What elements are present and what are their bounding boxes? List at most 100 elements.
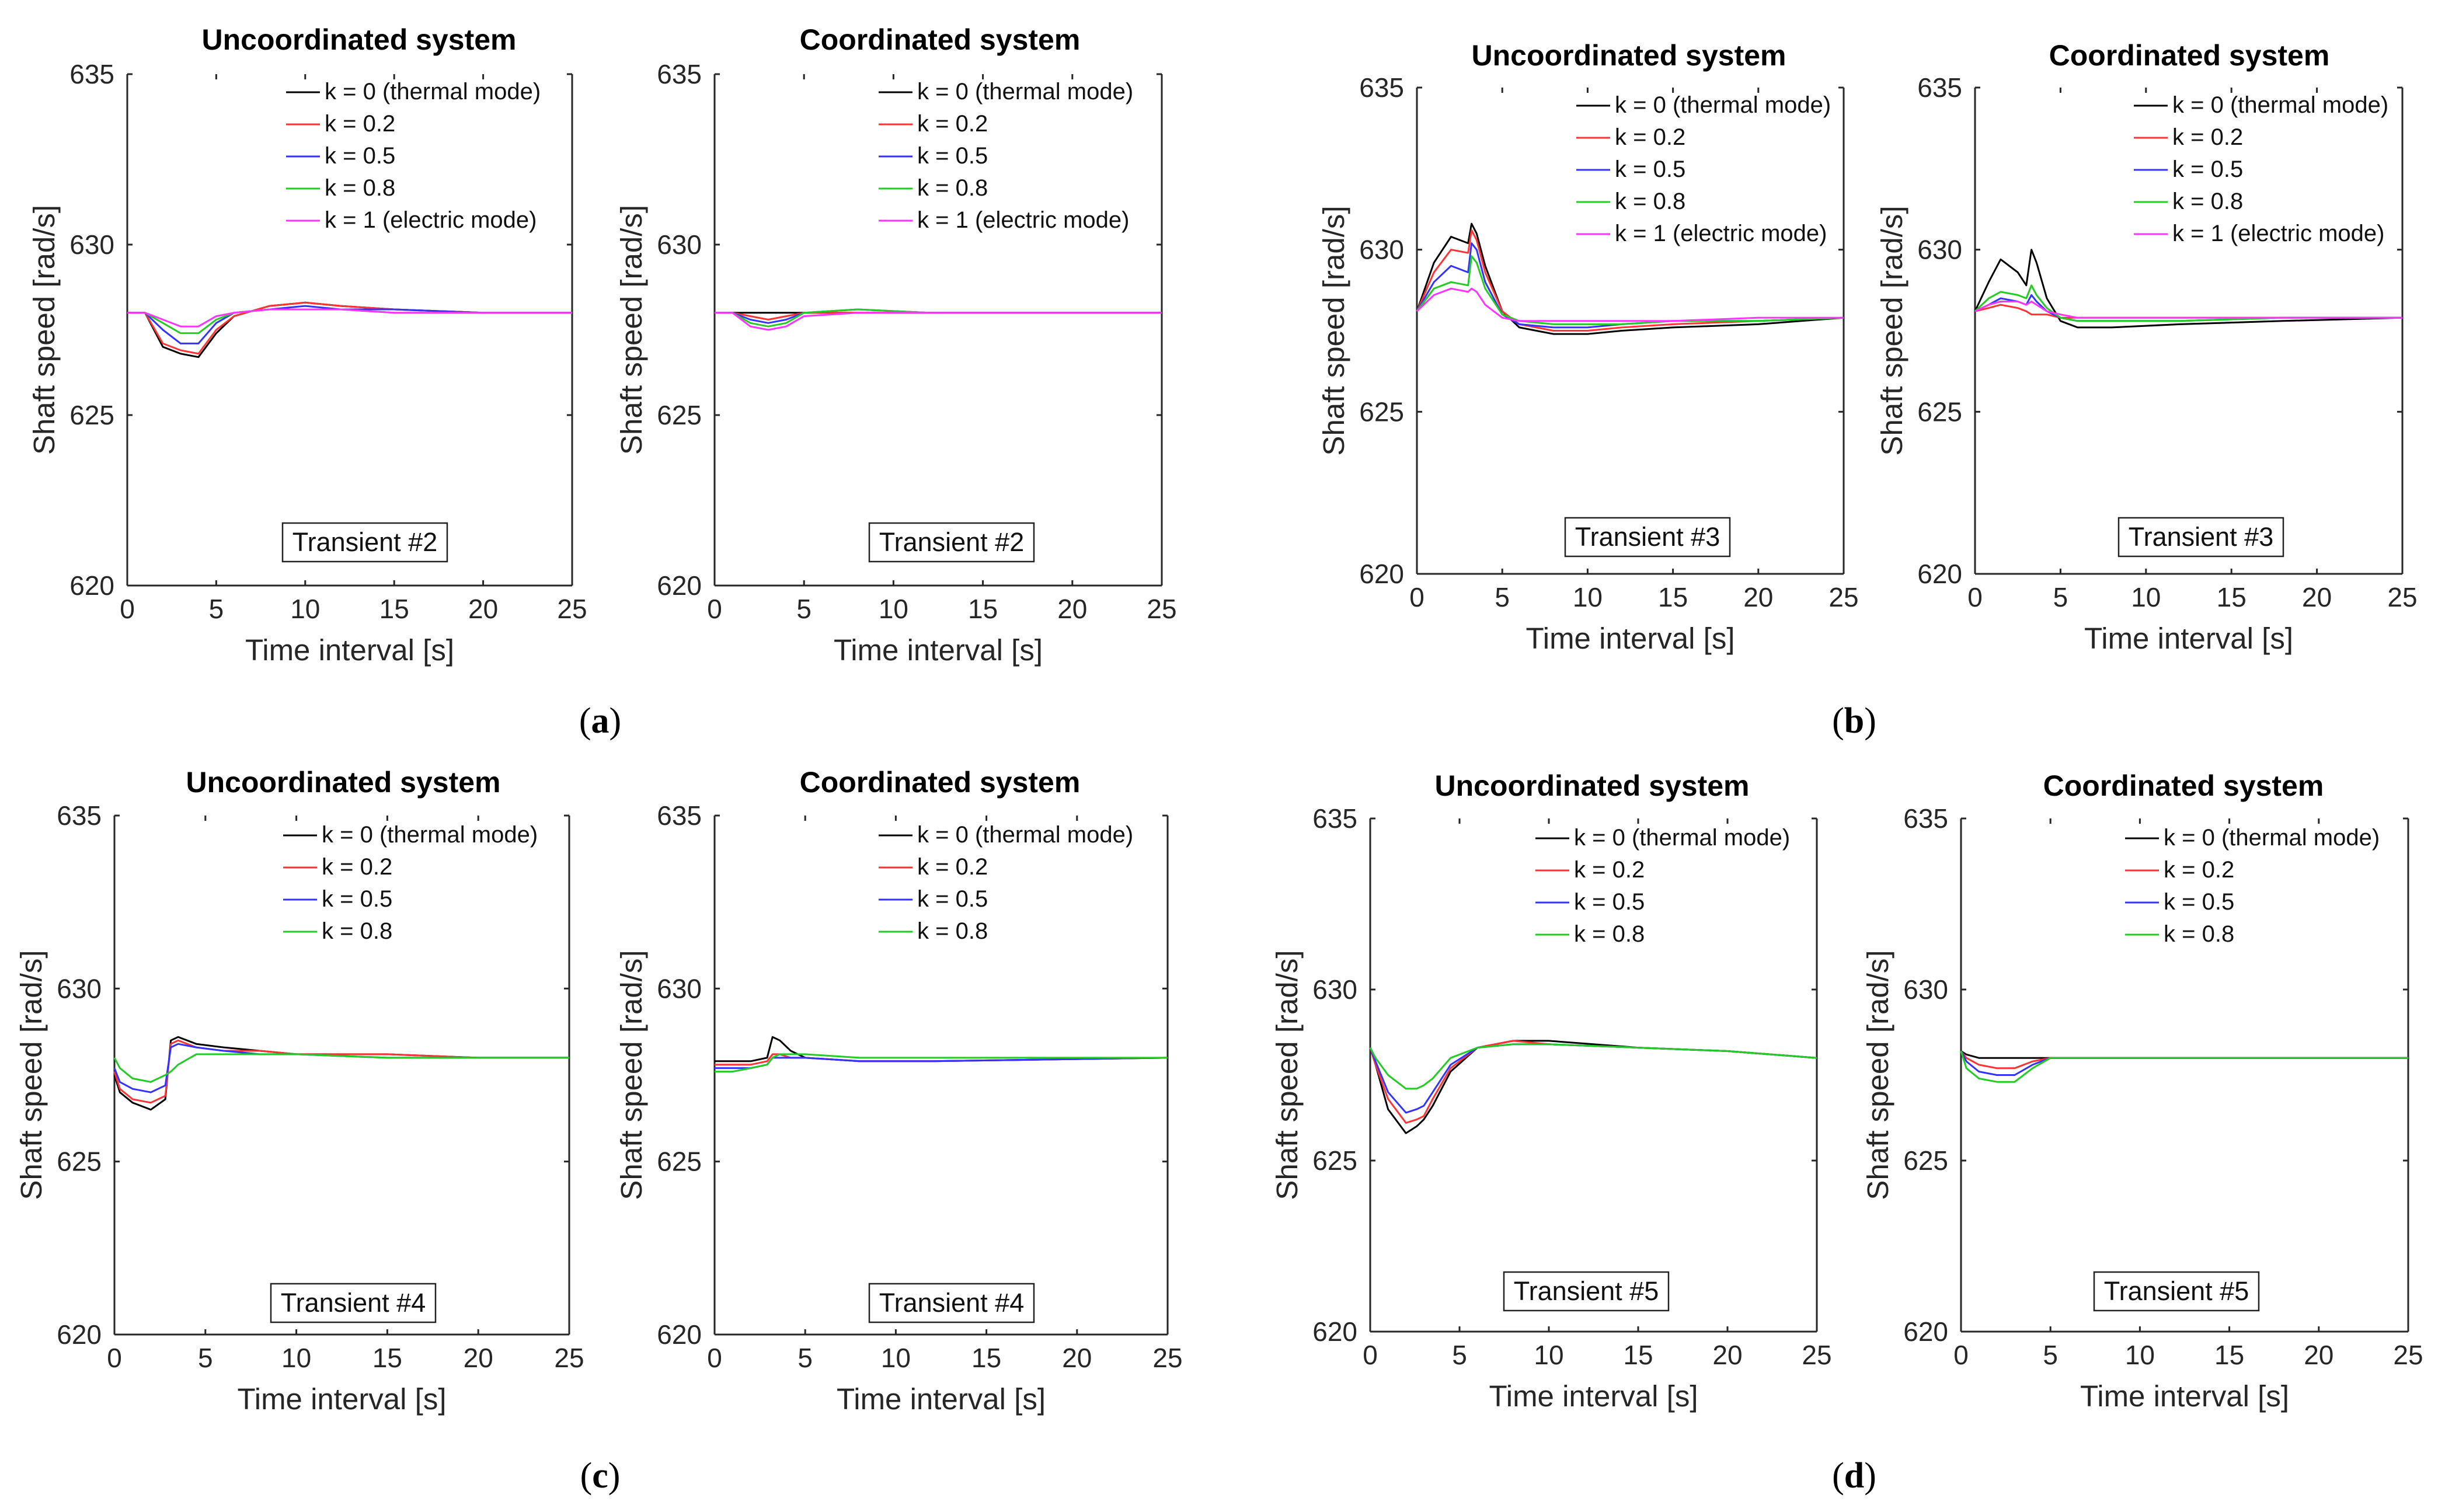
y-tick-label: 620 (69, 570, 114, 601)
legend-entry: k = 0.5 (325, 143, 395, 169)
y-tick-label: 630 (1359, 235, 1404, 265)
series-line (127, 308, 572, 328)
y-tick-label: 625 (657, 400, 702, 430)
x-axis-label: Time interval [s] (834, 633, 1043, 667)
legend-entry: k = 0.2 (1615, 124, 1685, 150)
y-tick-label: 625 (57, 1147, 102, 1177)
x-tick-label: 0 (1363, 1340, 1378, 1370)
y-tick-label: 635 (1917, 72, 1962, 103)
annotation-text: Transient #3 (2129, 522, 2273, 552)
series-line (1960, 1051, 2408, 1083)
legend-entry: k = 1 (electric mode) (917, 207, 1129, 233)
chart-panel-2: 0 5 10 15 20 25 620 625 630 635 Coordinated system… (615, 23, 1177, 667)
series-line (715, 308, 1162, 328)
x-tick-label: 20 (2302, 582, 2332, 612)
y-axis-label: Shaft speed [rad/s] (27, 205, 61, 455)
legend-entry: k = 0 (thermal mode) (2172, 92, 2388, 118)
legend-entry: k = 0.2 (2164, 857, 2234, 883)
legend: k = 0 (thermal mode) k = 0.2 k = 0.5 k = 0.… (879, 822, 1133, 944)
y-tick-label: 630 (657, 229, 702, 260)
chart-title: Coordinated system (2043, 769, 2324, 802)
chart-title: Uncoordinated system (186, 766, 500, 799)
x-axis-label: Time interval [s] (2084, 622, 2293, 655)
legend-entry: k = 0.8 (1574, 921, 1645, 947)
series-line (1416, 229, 1844, 332)
legend: k = 0 (thermal mode) k = 0.2 k = 0.5 k = 0.… (879, 79, 1133, 233)
y-tick-label: 625 (1312, 1145, 1357, 1176)
series-line (1416, 255, 1844, 325)
x-axis-label: Time interval [s] (237, 1382, 446, 1416)
transient-annotation: Transient #3 (1564, 517, 1731, 558)
series-line (113, 1039, 569, 1104)
x-tick-label: 15 (2214, 1340, 2244, 1370)
y-tick-label: 635 (1903, 803, 1948, 834)
chart-title: Uncoordinated system (1471, 39, 1786, 72)
legend-entry: k = 0.8 (917, 918, 988, 944)
annotation-text: Transient #5 (1514, 1276, 1659, 1306)
x-tick-label: 0 (120, 594, 135, 624)
y-axis-label: Shaft speed [rad/s] (615, 950, 648, 1200)
annotation-box (2117, 517, 2284, 558)
y-tick-label: 635 (57, 800, 102, 831)
x-tick-label: 15 (2217, 582, 2246, 612)
chart-panel-6: 0 5 10 15 20 25 620 625 630 635 Coordinated system… (615, 766, 1183, 1416)
x-tick-label: 15 (968, 594, 998, 624)
x-tick-label: 5 (1495, 582, 1510, 612)
series-line (113, 1053, 569, 1083)
y-tick-label: 620 (1359, 559, 1404, 589)
legend-entry: k = 0.2 (917, 854, 988, 880)
legend-entry: k = 0 (thermal mode) (917, 79, 1133, 104)
x-tick-label: 10 (281, 1343, 311, 1373)
series-line (715, 1053, 1168, 1073)
caption-a: (a) (579, 701, 621, 741)
x-tick-label: 10 (1573, 582, 1603, 612)
y-tick-label: 630 (657, 973, 702, 1004)
x-tick-label: 0 (1409, 582, 1424, 612)
caption-b: (b) (1832, 701, 1876, 741)
annotation-text: Transient #2 (879, 527, 1024, 557)
x-tick-label: 5 (796, 594, 811, 624)
x-tick-label: 25 (1147, 594, 1176, 624)
y-tick-label: 620 (57, 1319, 102, 1350)
legend-entry: k = 0.5 (2164, 889, 2234, 915)
legend-entry: k = 1 (electric mode) (325, 207, 537, 233)
y-tick-label: 635 (1359, 72, 1404, 103)
legend-entry: k = 0.8 (1615, 189, 1685, 214)
x-tick-label: 0 (707, 594, 722, 624)
x-tick-label: 0 (707, 1343, 722, 1373)
x-tick-label: 15 (1623, 1340, 1653, 1370)
x-tick-label: 20 (464, 1343, 493, 1373)
legend-entry: k = 0.2 (1574, 857, 1645, 883)
legend-entry: k = 0.2 (325, 111, 395, 137)
series-line (1416, 287, 1844, 322)
chart-title: Coordinated system (800, 766, 1081, 799)
legend: k = 0 (thermal mode) k = 0.2 k = 0.5 k = 0.… (283, 822, 538, 944)
chart-title: Coordinated system (2049, 39, 2330, 72)
annotation-box (868, 1283, 1035, 1323)
legend-entry: k = 0 (thermal mode) (1615, 92, 1831, 118)
x-tick-label: 5 (2043, 1340, 2058, 1370)
chart-title: Uncoordinated system (201, 23, 516, 56)
x-tick-label: 20 (1712, 1340, 1742, 1370)
x-axis-label: Time interval [s] (1489, 1379, 1698, 1413)
y-tick-label: 620 (657, 570, 702, 601)
legend: k = 0 (thermal mode) k = 0.2 k = 0.5 k = 0.… (1535, 825, 1790, 947)
x-tick-label: 0 (107, 1343, 122, 1373)
y-axis-label: Shaft speed [rad/s] (15, 950, 48, 1200)
x-axis-label: Time interval [s] (245, 633, 454, 667)
transient-annotation: Transient #3 (2117, 517, 2284, 558)
series-line (715, 1057, 1168, 1069)
legend-entry: k = 0.2 (322, 854, 392, 880)
series-line (1369, 1043, 1817, 1090)
y-tick-label: 625 (1917, 396, 1962, 427)
transient-annotation: Transient #4 (270, 1283, 437, 1323)
y-tick-label: 630 (57, 973, 102, 1004)
chart-panel-5: 0 5 10 15 20 25 620 625 630 635 Uncoordinated syst… (15, 766, 584, 1416)
chart-title: Uncoordinated system (1434, 769, 1749, 802)
x-tick-label: 15 (379, 594, 409, 624)
annotation-text: Transient #4 (281, 1288, 426, 1318)
x-tick-label: 10 (2131, 582, 2161, 612)
legend-entry: k = 0 (thermal mode) (1574, 825, 1790, 851)
annotation-box (868, 522, 1035, 563)
